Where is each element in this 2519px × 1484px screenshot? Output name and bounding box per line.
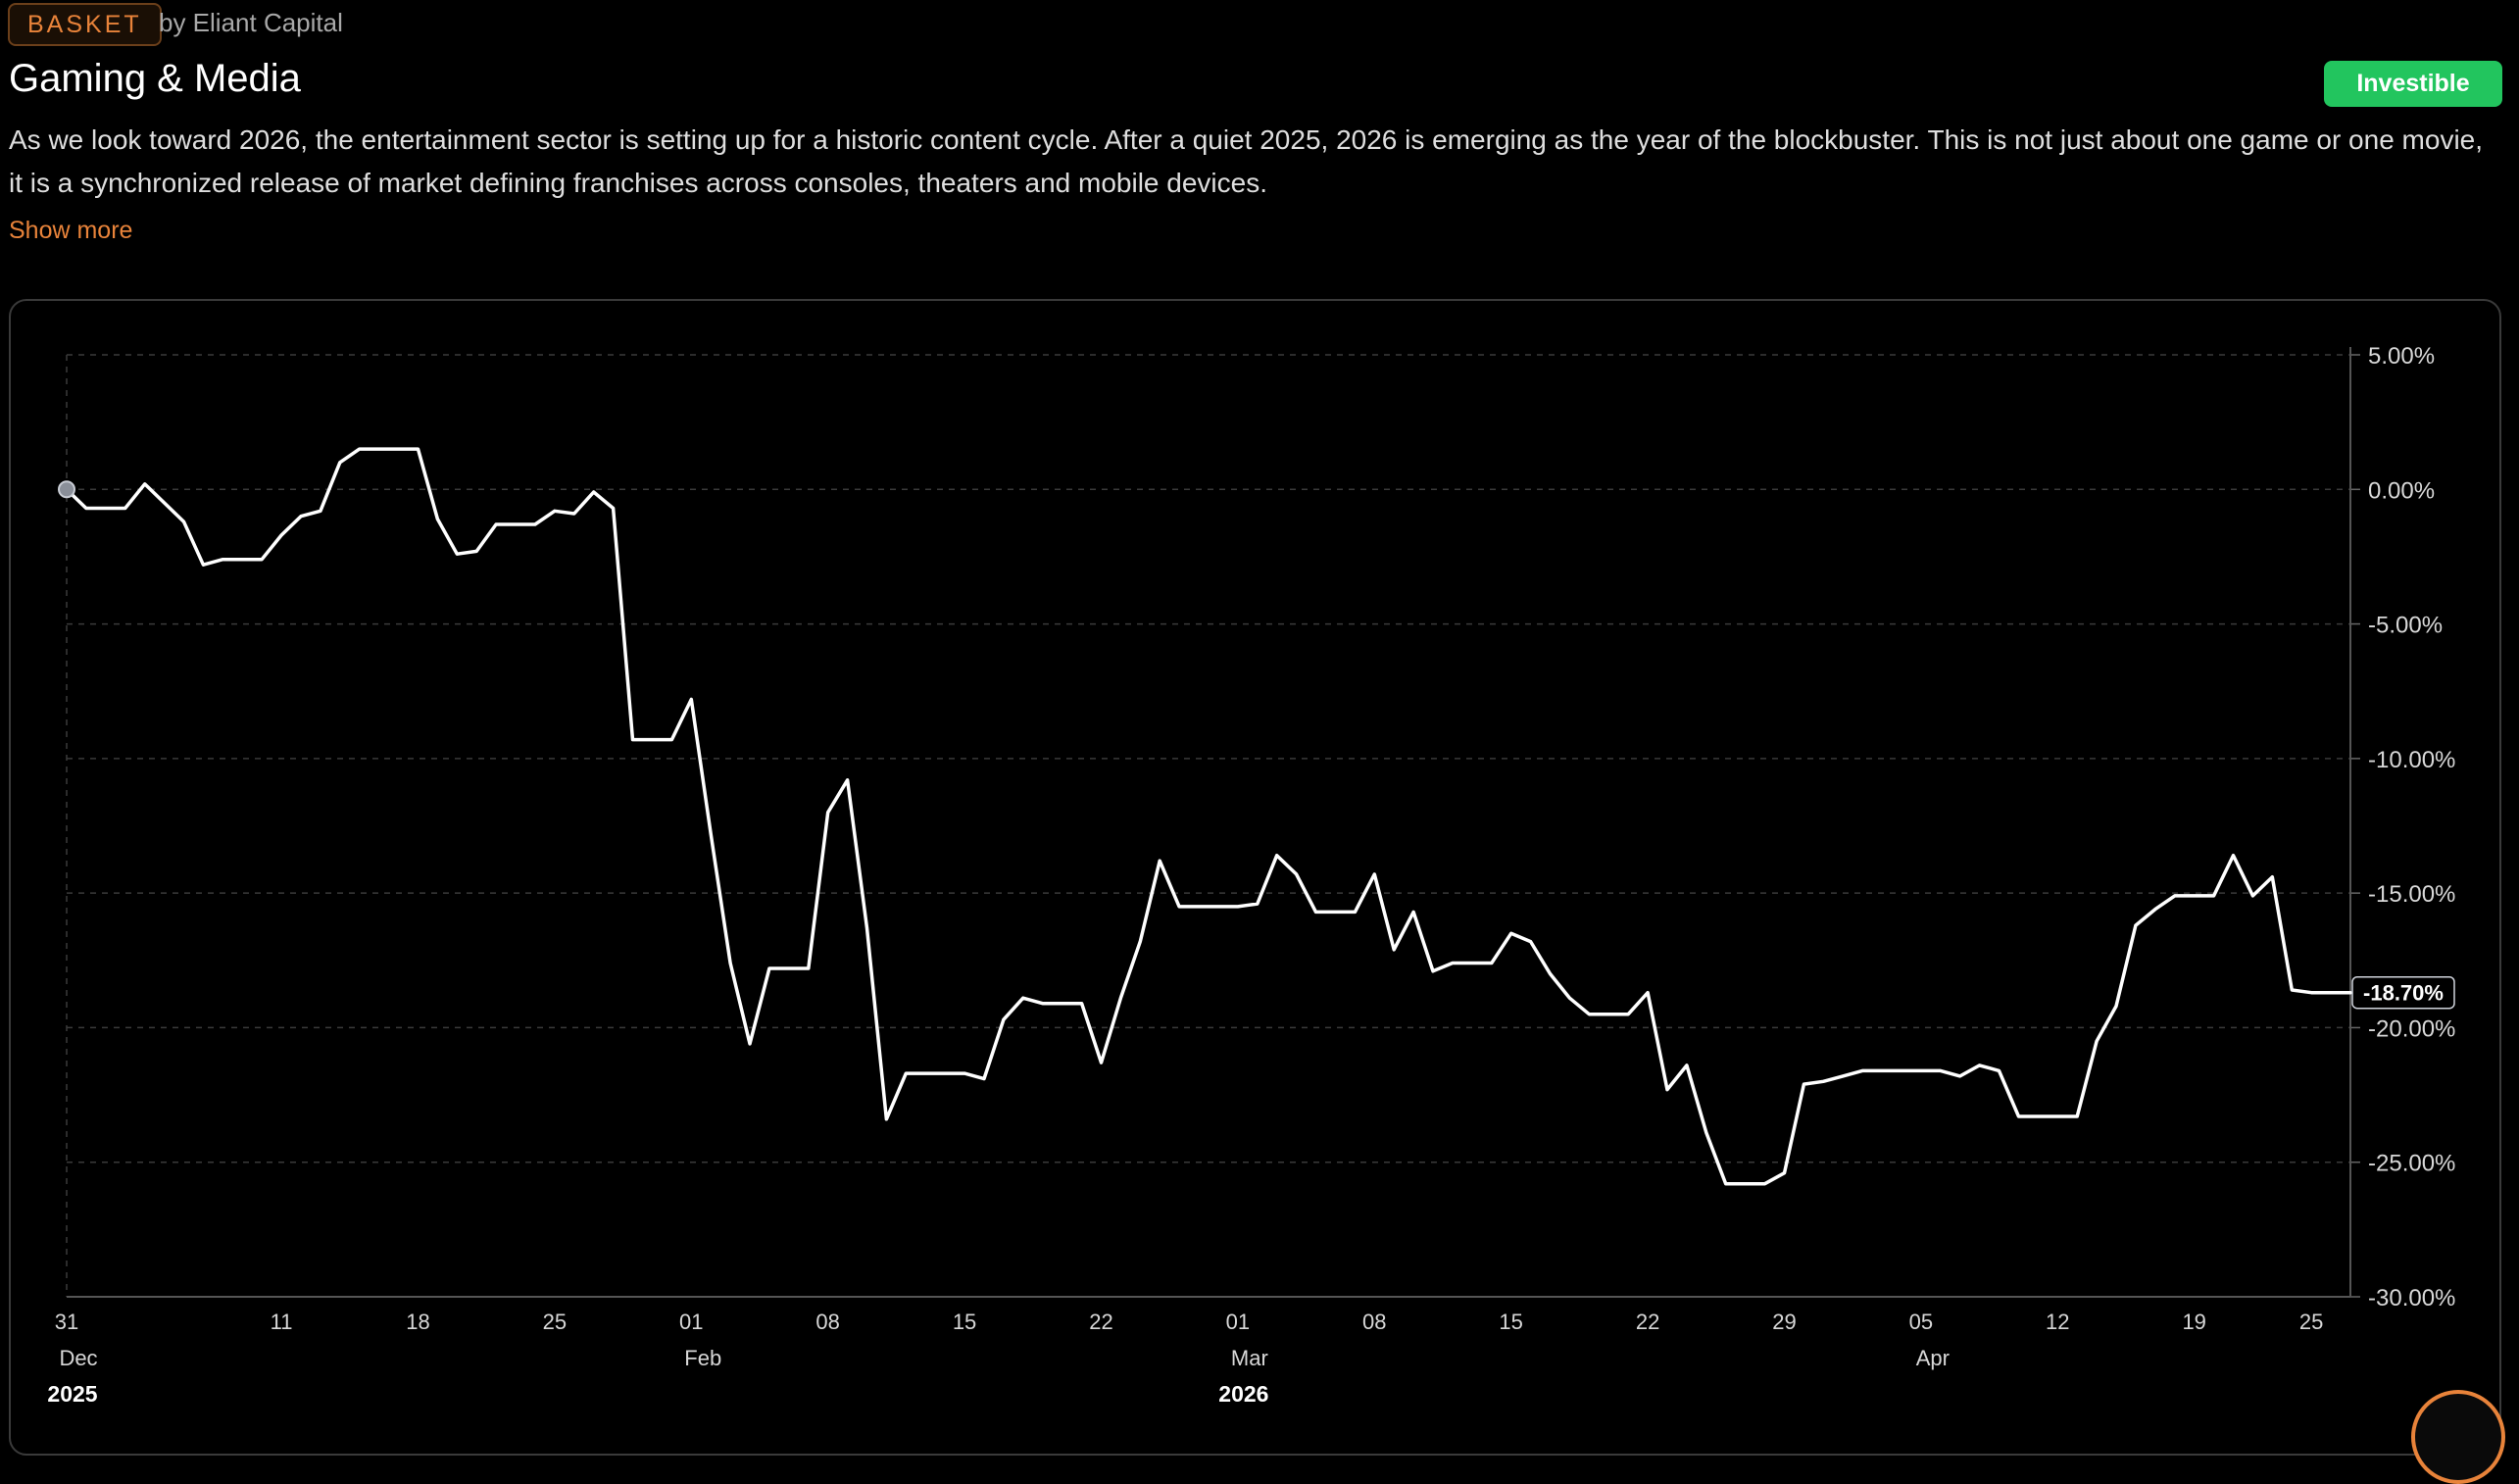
x-tick-day: 01 (679, 1310, 703, 1334)
x-tick-month: Dec (59, 1346, 97, 1370)
y-tick-label: 0.00% (2368, 477, 2435, 504)
x-tick-day: 15 (1499, 1310, 1522, 1334)
x-tick-day: 29 (1772, 1310, 1796, 1334)
x-tick-day: 31 (55, 1310, 78, 1334)
series-layer (58, 447, 2352, 1186)
investible-button[interactable]: Investible (2324, 61, 2502, 107)
axis-labels: 5.00% 0.00% -5.00% -10.00% -15.00% -20.00% -25… (47, 343, 2455, 1407)
series-line (65, 447, 2352, 1186)
basket-description: As we look toward 2026, the entertainmen… (9, 124, 2484, 198)
show-more-link[interactable]: Show more (9, 217, 133, 244)
x-tick-day: 12 (2046, 1310, 2069, 1334)
grid-lines (66, 354, 2350, 1297)
x-tick-month: Mar (1231, 1346, 1268, 1370)
y-tick-label: -20.00% (2368, 1015, 2455, 1042)
x-tick-day: 22 (1636, 1310, 1659, 1334)
page-title: Gaming & Media (9, 57, 301, 100)
axes (67, 347, 2360, 1298)
y-tick-label: -10.00% (2368, 747, 2455, 773)
y-tick-label: 5.00% (2368, 343, 2435, 370)
performance-chart[interactable]: 5.00% 0.00% -5.00% -10.00% -15.00% -20.00% -25… (0, 0, 2519, 1430)
x-tick-day: 15 (953, 1310, 976, 1334)
x-tick-day: 08 (1362, 1310, 1386, 1334)
x-tick-day: 01 (1226, 1310, 1250, 1334)
x-tick-month: Apr (1916, 1346, 1950, 1370)
y-tick-label: -15.00% (2368, 881, 2455, 908)
last-value-badge-box (2351, 975, 2455, 1010)
x-tick-day: 19 (2182, 1310, 2205, 1334)
series-start-marker (58, 480, 75, 499)
x-tick-year: 2026 (1218, 1381, 1268, 1407)
x-tick-month: Feb (684, 1346, 721, 1370)
assistant-orb-button[interactable] (2411, 1390, 2505, 1484)
y-tick-label: -25.00% (2368, 1151, 2455, 1177)
x-tick-day: 08 (815, 1310, 839, 1334)
x-tick-day: 05 (1909, 1310, 1933, 1334)
x-tick-day: 11 (271, 1310, 293, 1334)
x-tick-day: 18 (406, 1310, 429, 1334)
x-tick-year: 2025 (47, 1381, 97, 1407)
y-tick-label: -30.00% (2368, 1285, 2455, 1311)
y-tick-label: -5.00% (2368, 613, 2443, 639)
x-tick-day: 22 (1089, 1310, 1112, 1334)
last-value-badge: -18.70% (2363, 981, 2444, 1006)
x-tick-day: 25 (543, 1310, 567, 1334)
basket-tag: BASKET (8, 3, 162, 46)
x-tick-day: 25 (2299, 1310, 2323, 1334)
byline: by Eliant Capital (159, 8, 343, 37)
